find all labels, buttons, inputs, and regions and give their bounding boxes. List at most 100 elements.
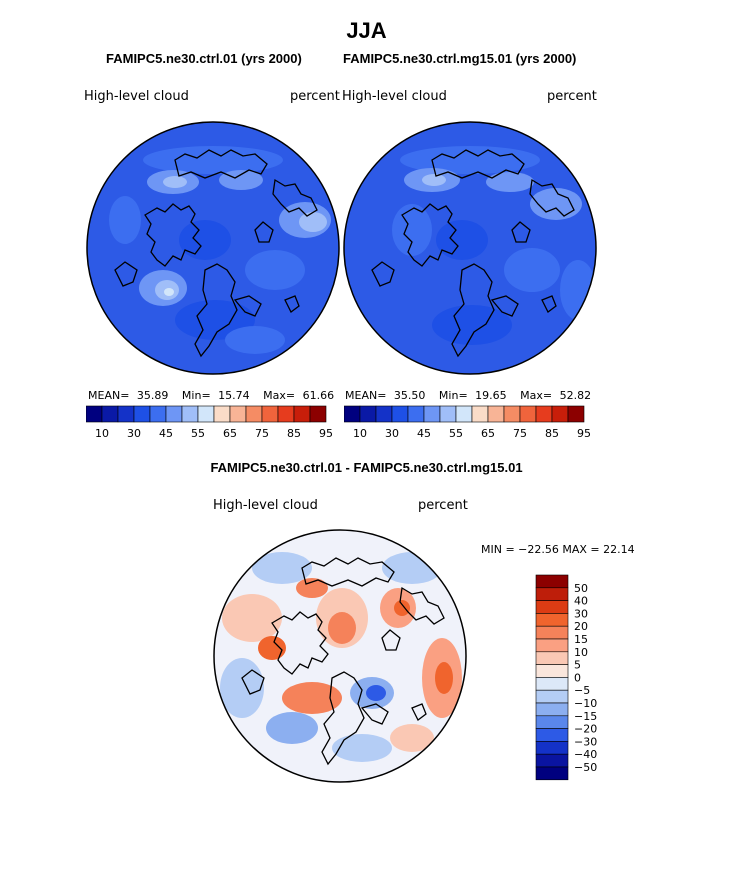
panel-1-colorbar-swatch: [293, 405, 311, 423]
diff-panel-colorbar-tick-label: 15: [574, 633, 588, 646]
panel-2-max-label: Max=: [520, 389, 553, 402]
panel-2-colorbar-swatch: [567, 405, 585, 423]
panel-2-units-label: percent: [547, 89, 597, 104]
diff-panel-anomaly-field: [220, 552, 462, 762]
panel-1-colorbar-tick-label: 65: [223, 427, 237, 440]
panel-2-polar-map: [343, 121, 597, 375]
panel-2-colorbar-swatch: [391, 405, 409, 423]
panel-2-colorbar-tick-label: 95: [577, 427, 591, 440]
diff-panel-colorbar-tick-label: −5: [574, 684, 590, 697]
panel-1-mean-label: MEAN=: [88, 389, 130, 402]
diff-panel-colorbar-swatch: [535, 689, 569, 704]
panel-1-colorbar-swatch: [197, 405, 215, 423]
panel-1-units-label: percent: [290, 89, 340, 104]
diff-panel-variable-label: High-level cloud: [213, 498, 318, 513]
panel-1-colorbar-tick-label: 45: [159, 427, 173, 440]
panel-1-coastlines: [114, 149, 318, 358]
panel-1-colorbar-swatch: [165, 405, 183, 423]
panel-1-colorbar-swatch: [229, 405, 247, 423]
panel-2-map-border: [343, 121, 597, 375]
diff-panel-colorbar-swatch: [535, 741, 569, 755]
panel-2-colorbar-tick-label: 30: [385, 427, 399, 440]
panel-2-colorbar-tick-label: 85: [545, 427, 559, 440]
diff-panel-map-border: [213, 529, 467, 783]
diff-panel-polar-map: [213, 529, 467, 783]
panel-2-colorbar: 10 30 45 55 65 75 85 95: [344, 405, 591, 440]
panel-1-min-label: Min=: [181, 389, 211, 402]
panel-1-colorbar-swatch: [309, 405, 327, 423]
diff-panel-colorbar-swatch: [535, 715, 569, 729]
panel-1-polar-map: [86, 121, 340, 375]
diff-panel-colorbar-tick-label: 30: [574, 607, 588, 620]
panel-1-colorbar-swatch: [117, 405, 135, 423]
panel-1-max-label: Max=: [263, 389, 296, 402]
panel-2-colorbar-swatch: [535, 405, 553, 423]
diff-panel-colorbar-swatch: [535, 728, 569, 742]
diff-panel-colorbar-swatch: [535, 664, 569, 678]
panel-1-colorbar-tick-label: 85: [287, 427, 301, 440]
panel-1-colorbar-swatch: [213, 405, 231, 423]
panel-1-colorbar-swatch: [245, 405, 263, 423]
diff-panel-colorbar-tick-label: 10: [574, 646, 588, 659]
diff-panel-colorbar-tick-label: −10: [574, 697, 597, 710]
panel-1-colorbar-swatch: [277, 405, 295, 423]
panel-2-colorbar-swatch: [471, 405, 489, 423]
diff-panel-colorbar-swatch: [535, 625, 569, 640]
panel-1-colorbar-tick-label: 75: [255, 427, 269, 440]
diff-panel-colorbar-swatch: [535, 753, 569, 768]
diff-panel-colorbar-tick-label: 20: [574, 620, 588, 633]
diff-panel-colorbar-swatch: [535, 638, 569, 653]
diff-panel-colorbar-tick-label: −15: [574, 710, 597, 723]
panel-2-colorbar-swatch: [344, 405, 361, 423]
panel-2-mean-label: MEAN=: [345, 389, 387, 402]
panel-1-colorbar-swatch: [149, 405, 167, 423]
diff-panel-colorbar-swatch: [535, 613, 569, 627]
diff-panel-colorbar-swatch: [535, 651, 569, 665]
diff-panel-colorbar-swatch: [535, 702, 569, 717]
panel-1-variable-label: High-level cloud: [84, 89, 189, 104]
panel-1-min-value: 15.74: [218, 389, 250, 402]
panel-1-max-value: 61.66: [302, 389, 335, 402]
diff-panel-colorbar-tick-label: −50: [574, 761, 597, 774]
panel-1-title: FAMIPC5.ne30.ctrl.01 (yrs 2000): [106, 51, 302, 66]
panel-2-colorbar-swatch: [375, 405, 393, 423]
diff-panel-units-label: percent: [418, 498, 468, 513]
panel-2-colorbar-swatch: [423, 405, 441, 423]
diff-panel-colorbar-tick-label: 50: [574, 582, 588, 595]
panel-1-colorbar-swatch: [86, 405, 103, 423]
panel-2-colorbar-swatch: [487, 405, 505, 423]
diff-panel-colorbar-swatch: [535, 677, 569, 691]
panel-1-map-border: [86, 121, 340, 375]
panel-2-stats: MEAN= 35.50 Min= 19.65 Max= 52.82: [345, 389, 591, 402]
diff-panel-colorbar-swatch: [535, 766, 569, 781]
panel-2-colorbar-swatch: [503, 405, 521, 423]
diff-panel-title: FAMIPC5.ne30.ctrl.01 - FAMIPC5.ne30.ctrl…: [210, 460, 523, 475]
panel-1-colorbar-swatch: [181, 405, 199, 423]
panel-2-colorbar-swatch: [519, 405, 537, 423]
diff-panel-colorbar-tick-label: −20: [574, 723, 597, 736]
panel-2-min-label: Min=: [438, 389, 468, 402]
diff-panel-colorbar-swatch: [535, 600, 569, 614]
panel-2-coastlines: [371, 149, 575, 358]
diff-panel-colorbar-swatch: [535, 574, 569, 589]
panel-2-colorbar-tick-label: 65: [481, 427, 495, 440]
panel-1-colorbar-tick-label: 55: [191, 427, 205, 440]
diff-panel-colorbar-tick-label: 0: [574, 671, 581, 684]
panel-2-colorbar-tick-label: 75: [513, 427, 527, 440]
panel-1-colorbar-tick-label: 10: [95, 427, 109, 440]
diff-panel-colorbar-tick-label: −30: [574, 735, 597, 748]
panel-2-colorbar-swatch: [359, 405, 377, 423]
panel-1-colorbar-swatch: [133, 405, 151, 423]
panel-2-colorbar-swatch: [407, 405, 425, 423]
panel-2-variable-label: High-level cloud: [342, 89, 447, 104]
diff-panel-minmax: MIN = −22.56 MAX = 22.14: [481, 543, 635, 556]
diff-panel-coastlines: [241, 557, 445, 766]
panel-1-colorbar-swatch: [101, 405, 119, 423]
panel-1-colorbar: 10 30 45 55 65 75 85 95: [86, 405, 333, 440]
panel-2-title: FAMIPC5.ne30.ctrl.mg15.01 (yrs 2000): [343, 51, 577, 66]
panel-1-colorbar-tick-label: 30: [127, 427, 141, 440]
panel-2-colorbar-swatch: [551, 405, 569, 423]
diff-panel-colorbar-tick-label: −40: [574, 748, 597, 761]
panel-2-cloud-field: [392, 146, 596, 345]
